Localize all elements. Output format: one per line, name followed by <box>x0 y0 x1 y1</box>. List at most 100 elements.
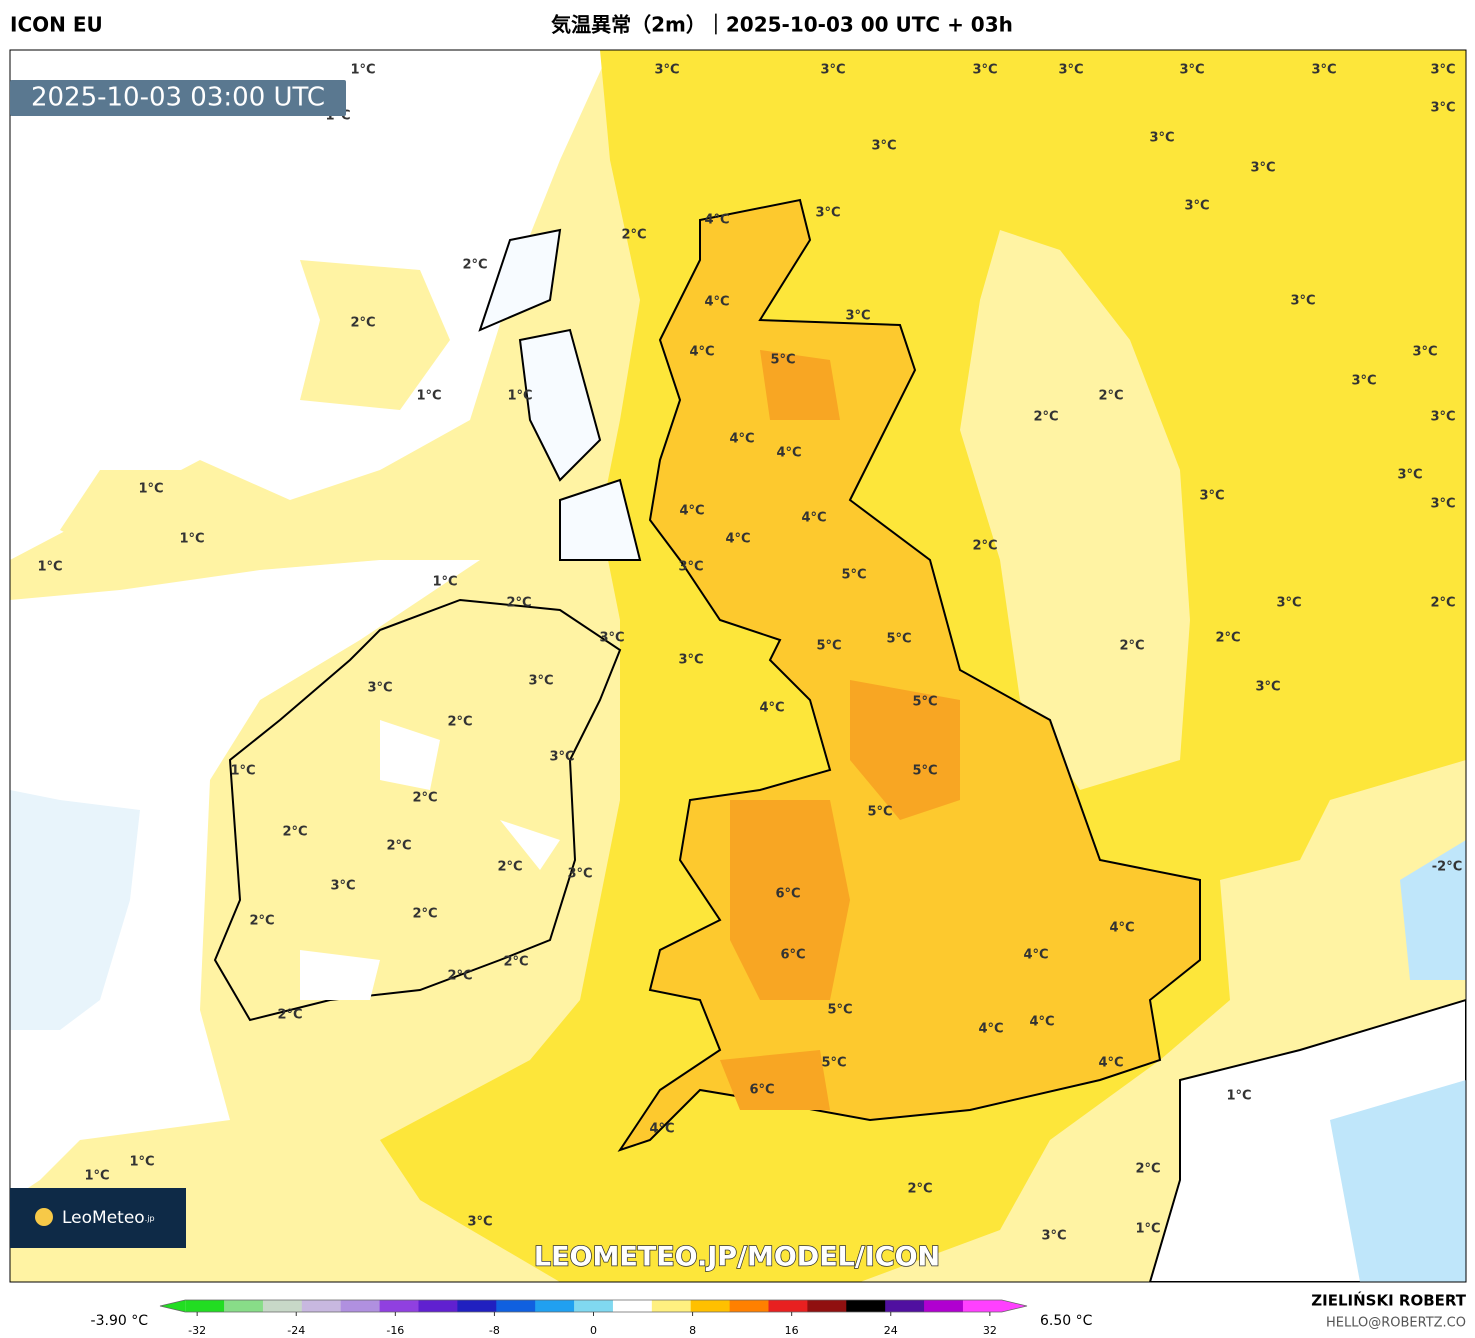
map-label: 3°C <box>549 750 574 765</box>
map-label: 3°C <box>1430 410 1455 425</box>
colorbar-tick-label: 16 <box>785 1324 799 1337</box>
map-label: 3°C <box>1412 345 1437 360</box>
map-label: 5°C <box>816 639 841 654</box>
colorbar-cell <box>924 1300 964 1312</box>
colorbar-tick-label: 24 <box>884 1324 898 1337</box>
logo-text: LeoMeteo.jp <box>62 1208 155 1228</box>
map-label: 3°C <box>599 631 624 646</box>
map-label: 1°C <box>138 482 163 497</box>
colorbar-cell <box>496 1300 536 1312</box>
map-label: 3°C <box>871 139 896 154</box>
map-label: 1°C <box>179 532 204 547</box>
map-label: 4°C <box>1029 1015 1054 1030</box>
colorbar-cell <box>340 1300 381 1312</box>
colorbar-tick-label: 32 <box>983 1324 997 1337</box>
map-label: -2°C <box>1432 860 1462 875</box>
map-label: 3°C <box>1184 199 1209 214</box>
colorbar-cell <box>379 1300 419 1312</box>
map-label: 3°C <box>1351 374 1376 389</box>
map-label: 2°C <box>506 596 531 611</box>
map-label: 2°C <box>1430 596 1455 611</box>
map-label: 2°C <box>249 914 274 929</box>
colorbar-cell <box>690 1300 731 1312</box>
map-label: 3°C <box>654 63 679 78</box>
map-label: 2°C <box>386 839 411 854</box>
model-name: ICON EU <box>10 13 103 37</box>
colorbar-cell <box>301 1300 342 1312</box>
map-label: 1°C <box>350 63 375 78</box>
colorbar-tick-label: 8 <box>689 1324 696 1337</box>
colorbar-tick-label: -16 <box>386 1324 404 1337</box>
cold-patch <box>10 790 140 1030</box>
map-label: 4°C <box>704 295 729 310</box>
map-label: 3°C <box>330 879 355 894</box>
map-label: 3°C <box>815 206 840 221</box>
map-label: 1°C <box>129 1155 154 1170</box>
map-label: 4°C <box>725 532 750 547</box>
map-label: 2°C <box>503 955 528 970</box>
pale-blob <box>60 260 450 560</box>
timestamp: 2025-10-03 03:00 UTC <box>31 83 325 113</box>
map-label: 2°C <box>1135 1162 1160 1177</box>
map-label: 2°C <box>1033 410 1058 425</box>
map-label: 2°C <box>447 715 472 730</box>
map-label: 5°C <box>841 568 866 583</box>
colorbar-cell <box>535 1300 575 1312</box>
map-label: 2°C <box>412 907 437 922</box>
colorbar-tick-label: -8 <box>489 1324 500 1337</box>
map-label: 2°C <box>907 1182 932 1197</box>
map-label: 1°C <box>230 764 255 779</box>
colorbar-cell <box>574 1300 614 1312</box>
map-label: 1°C <box>507 389 532 404</box>
map-label: 3°C <box>567 867 592 882</box>
map-label: 3°C <box>1430 497 1455 512</box>
logo-suffix: .jp <box>145 1214 155 1223</box>
cool-patch <box>300 720 560 1000</box>
map-label: 5°C <box>827 1003 852 1018</box>
map-label: 3°C <box>1250 161 1275 176</box>
colorbar-cell <box>962 1300 1003 1312</box>
colorbar-cell <box>224 1300 264 1312</box>
map-label: 1°C <box>416 389 441 404</box>
map-label: 4°C <box>679 504 704 519</box>
map-label: 4°C <box>759 701 784 716</box>
map-label: 3°C <box>678 653 703 668</box>
map-label: 2°C <box>1215 631 1240 646</box>
colorbar-cell <box>885 1300 925 1312</box>
map-label: 2°C <box>447 969 472 984</box>
map-label: 4°C <box>729 432 754 447</box>
map-label: 4°C <box>801 511 826 526</box>
map-label: 3°C <box>1179 63 1204 78</box>
map-labels: 1°C 3°C 3°C 3°C 3°C 3°C 3°C 3°C 3°C 1°C 3°C 3°C 3°C 3… <box>37 63 1462 1244</box>
colorbar-cell <box>262 1300 303 1312</box>
colorbar-tick-label: 0 <box>590 1324 597 1337</box>
map-label: 2°C <box>972 539 997 554</box>
watermark: LEOMETEO.JP/MODEL/ICON <box>534 1242 940 1273</box>
map-label: 4°C <box>689 345 714 360</box>
map-label: 3°C <box>1290 294 1315 309</box>
colorbar-min: -3.90 °C <box>91 1313 149 1329</box>
map-title: 気温異常（2m）｜2025-10-03 00 UTC + 03h <box>551 13 1013 37</box>
hebrides <box>478 228 642 561</box>
map-label: 1°C <box>84 1169 109 1184</box>
map-label: 3°C <box>1149 131 1174 146</box>
colorbar-cell <box>418 1300 458 1312</box>
map-label: 2°C <box>350 316 375 331</box>
colorbar-end <box>160 1300 186 1312</box>
map-label: 3°C <box>678 560 703 575</box>
map-label: 3°C <box>820 63 845 78</box>
colorbar-tick-label: -24 <box>287 1324 305 1337</box>
map-label: 3°C <box>528 674 553 689</box>
colorbar-cell <box>729 1300 770 1312</box>
colorbar-cell <box>457 1300 497 1312</box>
map-label: 3°C <box>845 309 870 324</box>
colorbar-end <box>1001 1300 1027 1312</box>
map-label: 4°C <box>1023 948 1048 963</box>
map-label: 3°C <box>1276 596 1301 611</box>
colorbar-cell <box>651 1300 692 1312</box>
map-label: 2°C <box>497 860 522 875</box>
map-label: 3°C <box>467 1215 492 1230</box>
map-label: 5°C <box>821 1056 846 1071</box>
